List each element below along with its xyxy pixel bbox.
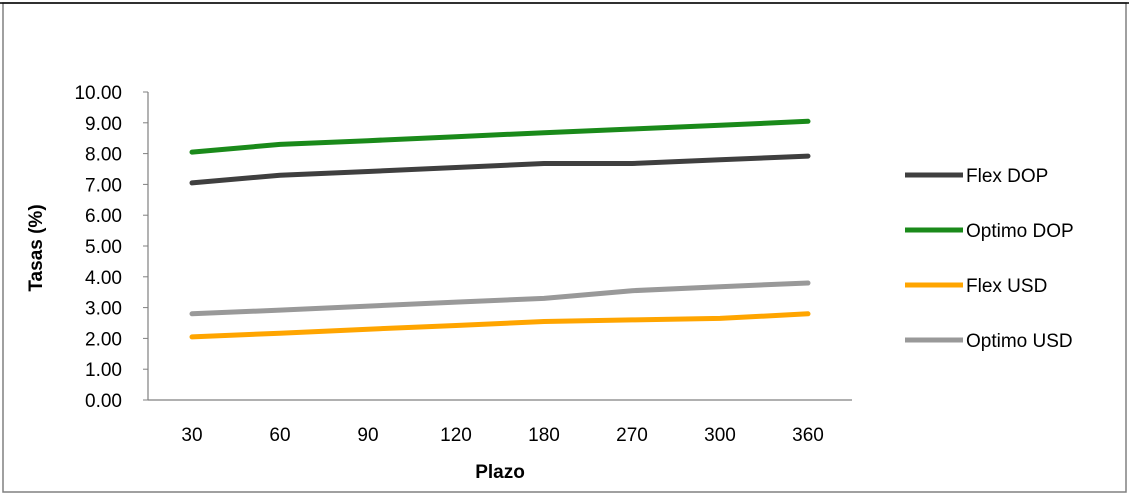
x-tick-label: 300 [704,425,736,446]
y-tick-label: 7.00 [85,175,122,196]
y-axis-title: Tasas (%) [26,204,47,291]
y-tick-label: 4.00 [85,268,122,289]
y-tick-label: 8.00 [85,145,122,166]
series-line-optimo-usd [189,280,811,317]
series-line-flex-dop [189,153,811,186]
x-tick-label: 180 [528,425,560,446]
series-line-optimo-dop [189,118,811,155]
chart-border [2,2,1127,493]
legend: Flex DOP Optimo DOP Flex USD Optimo USD [905,166,1074,352]
x-axis-title: Plazo [475,462,525,483]
y-tick-label: 10.00 [74,83,122,104]
legend-label-optimo-dop: Optimo DOP [966,221,1074,242]
y-tick-label: 6.00 [85,206,122,227]
x-tick-label: 30 [181,425,202,446]
y-axis: 0.00 1.00 2.00 3.00 4.00 5.00 6.00 7.00 8.00 9.00… [74,83,149,412]
y-tick-label: 1.00 [85,360,122,381]
legend-label-flex-dop: Flex DOP [966,166,1048,187]
x-tick-label: 120 [440,425,472,446]
series-lines [189,118,811,340]
series-line-flex-usd [189,311,811,340]
x-axis: 30 60 90 120 180 270 300 360 [148,399,852,446]
legend-label-flex-usd: Flex USD [966,276,1047,297]
y-tick-label: 5.00 [85,237,122,258]
x-tick-label: 60 [269,425,290,446]
legend-label-optimo-usd: Optimo USD [966,331,1073,352]
x-tick-label: 270 [616,425,648,446]
y-tick-label: 3.00 [85,299,122,320]
x-tick-label: 90 [357,425,378,446]
x-tick-label: 360 [792,425,824,446]
y-tick-label: 0.00 [85,391,122,412]
y-tick-label: 2.00 [85,329,122,350]
y-tick-label: 9.00 [85,114,122,135]
